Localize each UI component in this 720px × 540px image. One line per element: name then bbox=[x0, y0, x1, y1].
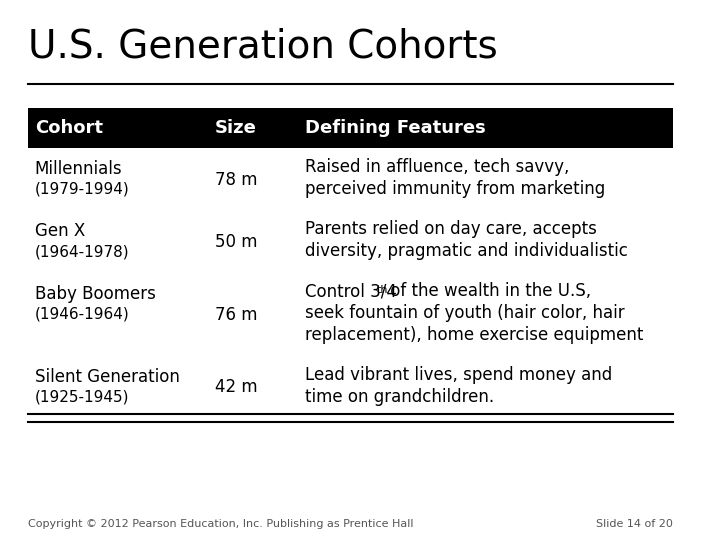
Text: replacement), home exercise equipment: replacement), home exercise equipment bbox=[305, 326, 644, 343]
Text: Control 3/4: Control 3/4 bbox=[305, 282, 397, 300]
Text: Defining Features: Defining Features bbox=[305, 119, 486, 137]
Text: Raised in affluence, tech savvy,: Raised in affluence, tech savvy, bbox=[305, 158, 570, 176]
Text: (1979-1994): (1979-1994) bbox=[35, 182, 130, 197]
Bar bbox=[28, 108, 673, 148]
Text: Gen X: Gen X bbox=[35, 222, 85, 240]
Text: U.S. Generation Cohorts: U.S. Generation Cohorts bbox=[28, 27, 498, 65]
Text: Size: Size bbox=[215, 119, 257, 137]
Text: 42 m: 42 m bbox=[215, 379, 258, 396]
Text: (1925-1945): (1925-1945) bbox=[35, 390, 129, 405]
Text: Silent Generation: Silent Generation bbox=[35, 368, 179, 386]
Text: 76 m: 76 m bbox=[215, 306, 258, 323]
Text: Copyright © 2012 Pearson Education, Inc. Publishing as Prentice Hall: Copyright © 2012 Pearson Education, Inc.… bbox=[28, 519, 413, 529]
Text: Cohort: Cohort bbox=[35, 119, 103, 137]
Text: time on grandchildren.: time on grandchildren. bbox=[305, 388, 495, 406]
Text: 78 m: 78 m bbox=[215, 171, 258, 188]
Text: perceived immunity from marketing: perceived immunity from marketing bbox=[305, 180, 606, 198]
Text: (1946-1964): (1946-1964) bbox=[35, 306, 130, 321]
Text: th: th bbox=[377, 285, 388, 295]
Text: Lead vibrant lives, spend money and: Lead vibrant lives, spend money and bbox=[305, 366, 613, 384]
Text: of the wealth in the U.S,: of the wealth in the U.S, bbox=[384, 282, 591, 300]
Text: 50 m: 50 m bbox=[215, 233, 258, 251]
Text: Baby Boomers: Baby Boomers bbox=[35, 285, 156, 302]
Text: Slide 14 of 20: Slide 14 of 20 bbox=[596, 519, 673, 529]
Text: diversity, pragmatic and individualistic: diversity, pragmatic and individualistic bbox=[305, 242, 629, 260]
Text: Parents relied on day care, accepts: Parents relied on day care, accepts bbox=[305, 220, 598, 238]
Text: Millennials: Millennials bbox=[35, 160, 122, 178]
Text: seek fountain of youth (hair color, hair: seek fountain of youth (hair color, hair bbox=[305, 304, 625, 322]
Text: (1964-1978): (1964-1978) bbox=[35, 244, 130, 259]
